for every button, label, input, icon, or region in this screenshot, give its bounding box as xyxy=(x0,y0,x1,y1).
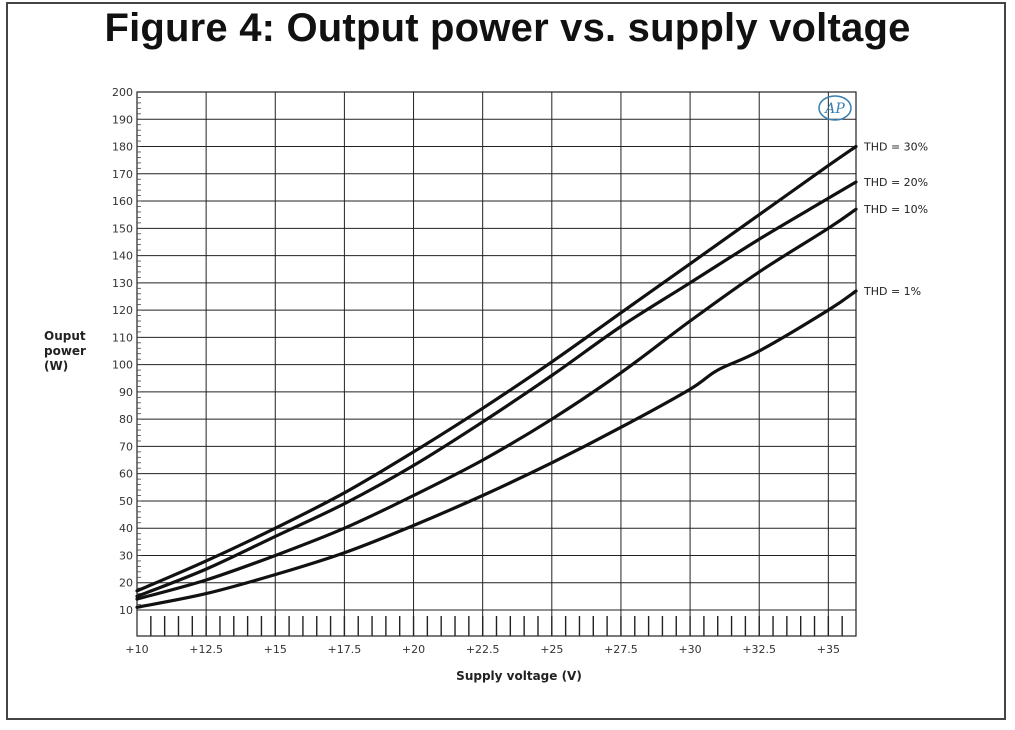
series-line xyxy=(135,289,858,609)
y-tick-label: 30 xyxy=(119,549,133,562)
series-line xyxy=(135,144,858,593)
x-tick-label: +15 xyxy=(264,643,287,656)
series-label: THD = 1% xyxy=(863,285,921,298)
logo-text: AP xyxy=(823,101,845,117)
x-tick-label: +22.5 xyxy=(466,643,500,656)
y-tick-label: 180 xyxy=(112,141,133,154)
x-tick-labels: +10 +12.5 +15 +17.5 +20 +22.5 +25 +27.5 +30 +32.5… xyxy=(125,643,840,656)
y-tick-label: 90 xyxy=(119,386,133,399)
y-tick-label: 160 xyxy=(112,195,133,208)
series-line xyxy=(135,207,858,601)
series-label: THD = 20% xyxy=(863,176,928,189)
y-tick-label: 190 xyxy=(112,113,133,126)
y-tick-label: 10 xyxy=(119,604,133,617)
y-tick-label: 60 xyxy=(119,468,133,481)
y-tick-label: 140 xyxy=(112,250,133,263)
grid xyxy=(136,91,857,637)
x-axis-label: Supply voltage (V) xyxy=(456,669,582,683)
y-tick-label: 200 xyxy=(112,86,133,99)
y-tick-label: 100 xyxy=(112,359,133,372)
x-tick-label: +30 xyxy=(678,643,701,656)
y-tick-label: 40 xyxy=(119,522,133,535)
series-label: THD = 30% xyxy=(863,141,928,154)
y-tick-label: 120 xyxy=(112,304,133,317)
x-tick-label: +17.5 xyxy=(328,643,362,656)
y-tick-label: 70 xyxy=(119,440,133,453)
series-line xyxy=(135,180,858,598)
x-tick-label: +35 xyxy=(817,643,840,656)
y-tick-label: 170 xyxy=(112,168,133,181)
y-axis-label-line2: power xyxy=(44,344,86,358)
ap-logo-icon: AP xyxy=(818,95,852,121)
x-tick-label: +27.5 xyxy=(604,643,638,656)
y-tick-label: 150 xyxy=(112,222,133,235)
x-tick-label: +20 xyxy=(402,643,425,656)
series-labels: THD = 30% THD = 20% THD = 10% THD = 1% xyxy=(863,141,928,298)
series-group xyxy=(135,144,858,609)
y-tick-label: 20 xyxy=(119,577,133,590)
figure-title: Figure 4: Output power vs. supply voltag… xyxy=(104,6,911,50)
y-tick-label: 80 xyxy=(119,413,133,426)
y-axis-label-line1: Ouput xyxy=(44,329,86,343)
y-tick-label: 130 xyxy=(112,277,133,290)
y-tick-labels: 10 20 30 40 50 60 70 80 90 100 110 120 130 140 150 160 1… xyxy=(112,86,133,617)
x-tick-label: +32.5 xyxy=(742,643,776,656)
minor-ticks xyxy=(137,97,843,636)
x-tick-label: +10 xyxy=(125,643,148,656)
x-tick-label: +12.5 xyxy=(189,643,223,656)
x-tick-label: +25 xyxy=(540,643,563,656)
y-tick-label: 50 xyxy=(119,495,133,508)
y-axis-label-line3: (W) xyxy=(44,359,68,373)
y-tick-label: 110 xyxy=(112,331,133,344)
series-label: THD = 10% xyxy=(863,203,928,216)
